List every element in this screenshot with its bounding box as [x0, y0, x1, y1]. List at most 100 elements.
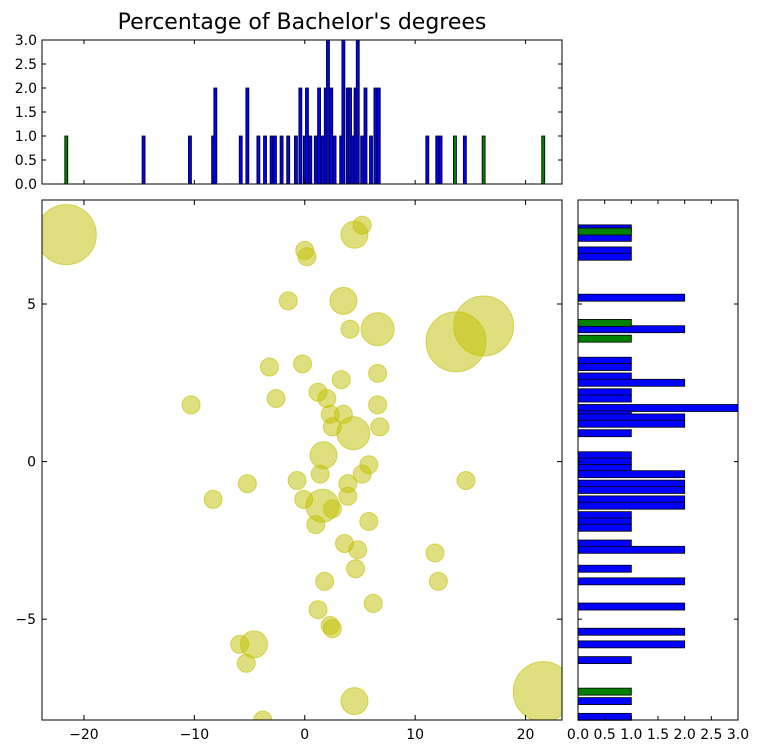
scatter-point [309, 441, 338, 470]
hist-bar [373, 87, 378, 185]
scatter-point [453, 295, 515, 357]
x-tick-label: 2.0 [674, 727, 696, 743]
hist-bar [577, 429, 632, 438]
scatter-point [253, 710, 273, 720]
x-tick-label: 0 [300, 727, 309, 743]
hist-bar [577, 697, 632, 705]
scatter-points [42, 204, 562, 720]
scatter-point [239, 630, 268, 659]
hist-bar [435, 135, 440, 185]
hist-bar [213, 87, 218, 185]
scatter-point [287, 470, 307, 490]
hist-bar [577, 470, 686, 479]
x-tick-label: 10 [406, 727, 424, 743]
hist-bar [317, 87, 322, 185]
y-tick-label: 0 [27, 455, 36, 471]
hist-bar [269, 135, 274, 185]
hist-bar [263, 135, 267, 185]
scatter-point [425, 543, 445, 563]
scatter-point [359, 511, 379, 531]
hist-bar [577, 602, 686, 611]
scatter-point [428, 571, 448, 591]
main-axes-frame [41, 199, 563, 721]
hist-bar [313, 135, 318, 185]
y-tick-label: 5 [27, 297, 36, 313]
hist-bar [355, 39, 360, 185]
scatter-point [348, 540, 368, 560]
hist-bar [369, 135, 373, 185]
hist-bar [305, 87, 309, 185]
hist-bar [577, 523, 632, 532]
scatter-point [368, 395, 388, 415]
y-tick-label: −5 [15, 612, 36, 628]
scatter-point [346, 559, 366, 579]
hist-bar [326, 39, 330, 185]
x-tick-label: 0.5 [594, 727, 616, 743]
hist-bar [577, 334, 632, 343]
hist-bar [453, 135, 457, 185]
hist-bar [577, 687, 632, 696]
scatter-point [181, 395, 201, 415]
scatter-point [338, 486, 358, 506]
hist-bar [577, 252, 632, 261]
hist-bar [577, 394, 632, 403]
x-tick-label: −20 [69, 727, 99, 743]
hist-bar [577, 363, 632, 371]
main-scatter: −20 −10 0 10 20 −5 0 5 [15, 199, 563, 743]
hist-bar [332, 135, 337, 185]
hist-bar [363, 87, 368, 185]
hist-bar [298, 87, 303, 185]
hist-bar [577, 640, 686, 649]
hist-bar [577, 486, 686, 494]
chart-title: Percentage of Bachelor's degrees [118, 10, 487, 35]
hist-bar [577, 419, 686, 428]
hist-bar [577, 627, 686, 636]
hist-bar [273, 135, 277, 185]
hist-bar [341, 39, 346, 185]
scatter-point [310, 464, 330, 484]
hist-bar [481, 135, 486, 185]
scatter-point [352, 215, 372, 235]
scatter-point [306, 515, 326, 535]
scatter-point [278, 291, 298, 311]
x-tick-label: 0.0 [567, 727, 589, 743]
hist-bar [360, 135, 365, 185]
hist-bar [320, 135, 325, 185]
scatter-point [322, 499, 342, 519]
hist-bar [577, 564, 632, 573]
y-tick-label: 2.0 [15, 81, 37, 97]
hist-bar [541, 135, 546, 185]
hist-bar [438, 135, 443, 185]
scatter-point [297, 247, 317, 267]
y-tick-label: 2.5 [15, 57, 37, 73]
scatter-point [368, 363, 388, 383]
scatter-point [203, 489, 223, 509]
x-tick-label: 1.5 [647, 727, 669, 743]
scatter-point [293, 354, 313, 374]
scatter-point [317, 389, 337, 409]
y-tick-label: 1.5 [15, 105, 37, 121]
hist-bar [577, 293, 686, 302]
hist-bar [577, 227, 632, 236]
scatter-point [340, 319, 360, 339]
scatter-point [315, 571, 335, 591]
hist-bar [256, 135, 261, 185]
hist-bar [577, 501, 686, 510]
scatter-point [42, 204, 97, 266]
hist-bar [294, 135, 298, 185]
x-tick-label: 3.0 [727, 727, 749, 743]
hist-bar [188, 135, 192, 185]
hist-bar [350, 135, 355, 185]
scatter-point [363, 593, 383, 613]
scatter-point [331, 370, 351, 390]
scatter-point [370, 417, 390, 437]
hist-bar [308, 135, 313, 185]
hist-bar [329, 87, 334, 185]
right-histogram: 0.0 0.5 1.0 1.5 2.0 2.5 3.0 [567, 199, 749, 743]
hist-bar [238, 135, 243, 185]
x-tick-label: 1.0 [620, 727, 642, 743]
hist-bar [577, 319, 632, 327]
hist-bar [245, 87, 250, 185]
y-tick-label: 0.5 [15, 153, 37, 169]
